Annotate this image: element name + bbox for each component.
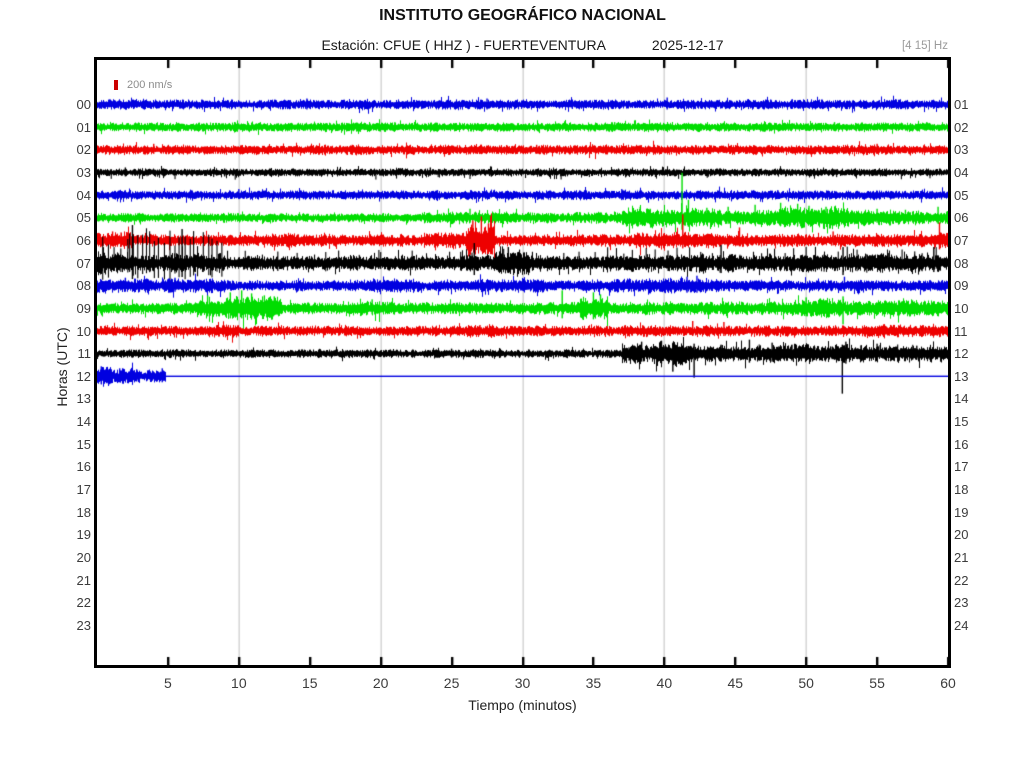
hour-label-left: 23 [76, 617, 91, 633]
subtitle: Estación: CFUE ( HHZ ) - FUERTEVENTURA 2… [97, 37, 948, 53]
x-tick-label: 35 [585, 675, 602, 691]
hour-label-left: 22 [76, 595, 91, 611]
scale-label: 200 nm/s [127, 79, 173, 91]
x-tick-label: 30 [514, 675, 531, 691]
hour-label-right: 15 [954, 414, 969, 430]
hour-label-right: 09 [954, 278, 969, 294]
hour-label-right: 08 [954, 255, 969, 271]
hour-label-left: 05 [76, 210, 91, 226]
x-tick-label: 20 [372, 675, 389, 691]
page-title: INSTITUTO GEOGRÁFICO NACIONAL [379, 7, 666, 24]
hour-label-right: 05 [954, 187, 969, 203]
x-tick-label: 15 [301, 675, 318, 691]
trace-canvas [97, 60, 948, 665]
hour-label-left: 07 [76, 255, 91, 271]
hour-label-right: 22 [954, 572, 969, 588]
hour-label-right: 20 [954, 527, 969, 543]
hour-label-left: 03 [76, 164, 91, 180]
hour-label-left: 13 [76, 391, 91, 407]
scale-marker-icon [114, 80, 118, 90]
hour-label-right: 23 [954, 595, 969, 611]
hour-label-left: 19 [76, 527, 91, 543]
hour-label-left: 15 [76, 436, 91, 452]
hour-label-right: 24 [954, 617, 969, 633]
x-tick-label: 60 [940, 675, 956, 691]
x-tick-label: 10 [231, 675, 247, 691]
scale-legend: 200 nm/s [114, 79, 172, 91]
hour-label-left: 04 [76, 187, 91, 203]
hour-label-left: 16 [76, 459, 91, 475]
hour-label-left: 17 [76, 482, 91, 498]
station-label: Estación: CFUE ( HHZ ) - FUERTEVENTURA [321, 37, 606, 53]
hour-label-left: 08 [76, 278, 91, 294]
x-tick-label: 25 [443, 675, 460, 691]
hour-label-left: 21 [76, 572, 91, 588]
hour-label-right: 19 [954, 504, 969, 520]
hour-label-left: 02 [76, 142, 91, 158]
hour-label-left: 20 [76, 550, 91, 565]
hour-label-right: 02 [954, 119, 969, 135]
hour-label-left: 06 [76, 232, 91, 248]
date-label: 2025-12-17 [651, 37, 724, 53]
x-tick-label: 40 [656, 675, 673, 691]
filter-band-label: [4 15] Hz [901, 40, 948, 52]
hour-label-right: 04 [954, 164, 969, 180]
hour-label-left: 01 [76, 119, 91, 135]
hour-label-right: 21 [954, 550, 969, 565]
hour-label-right: 01 [954, 97, 969, 112]
x-tick-label: 50 [798, 675, 814, 691]
plot-area: 200 nm/s [94, 57, 951, 668]
hour-label-right: 18 [954, 482, 969, 498]
hour-label-right: 17 [954, 459, 969, 475]
hour-label-right: 13 [954, 368, 969, 384]
hour-label-right: 07 [954, 232, 969, 248]
x-axis-title: Tiempo (minutos) [468, 697, 577, 713]
hour-label-right: 12 [954, 346, 969, 362]
hour-label-left: 10 [76, 323, 91, 339]
hour-label-right: 11 [954, 323, 968, 339]
hour-label-right: 03 [954, 142, 969, 158]
hour-label-left: 14 [76, 414, 91, 430]
x-tick-label: 55 [869, 675, 885, 691]
hour-label-left: 00 [76, 97, 91, 112]
hour-label-left: 09 [76, 300, 91, 316]
hour-label-right: 14 [954, 391, 969, 407]
hour-label-right: 16 [954, 436, 969, 452]
hour-label-right: 06 [954, 210, 969, 226]
x-tick-label: 5 [164, 675, 172, 691]
hour-label-right: 10 [954, 300, 969, 316]
hour-label-left: 18 [76, 504, 91, 520]
hour-label-left: 11 [77, 346, 92, 362]
x-tick-label: 45 [727, 675, 744, 691]
hour-label-left: 12 [76, 368, 91, 384]
